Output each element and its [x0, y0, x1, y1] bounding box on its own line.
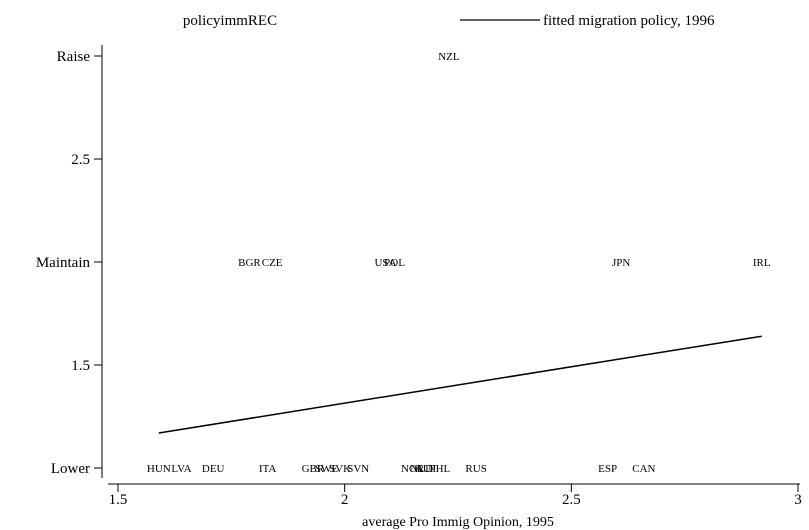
point-label-nld: NLD	[410, 463, 433, 475]
point-label-nor: NOR	[401, 463, 425, 475]
x-tick-label-3: 3	[794, 492, 802, 508]
point-label-svn: SVN	[347, 463, 369, 475]
point-label-nzl: NZL	[438, 51, 460, 63]
point-label-phl: PHL	[429, 463, 450, 475]
x-tick-label-2-5: 2.5	[562, 492, 581, 508]
point-label-rus: RUS	[465, 463, 486, 475]
fitted-line-layer	[158, 335, 762, 434]
y-tick-label-raise: Raise	[57, 49, 91, 65]
point-label-swe: SWE	[315, 463, 339, 475]
fitted-line	[158, 335, 762, 434]
point-label-irl: IRL	[753, 257, 771, 269]
x-tick-label-2: 2	[341, 492, 349, 508]
y-tick-label-1-5: 1.5	[71, 358, 90, 374]
axes: Lower 1.5 Maintain 2.5 Raise 1.5 2 2.5 3	[36, 45, 802, 508]
y-tick-label-lower: Lower	[51, 461, 90, 477]
y-tick-label-2-5: 2.5	[71, 152, 90, 168]
point-label-pol: POL	[384, 257, 405, 269]
point-label-jpn: JPN	[612, 257, 630, 269]
point-label-bgr: BGR	[238, 257, 261, 269]
point-label-cze: CZE	[262, 257, 283, 269]
point-label-aut: AUT	[415, 463, 438, 475]
point-label-can: CAN	[632, 463, 655, 475]
point-label-usa: USA	[374, 257, 396, 269]
legend-label-policyimmrec: policyimmREC	[183, 13, 277, 29]
point-label-hun: HUN	[147, 463, 171, 475]
point-label-ita: ITA	[259, 463, 277, 475]
y-tick-label-maintain: Maintain	[36, 255, 91, 271]
x-axis-title: average Pro Immig Opinion, 1995	[362, 515, 554, 530]
point-label-esp: ESP	[598, 463, 617, 475]
point-label-gbr: GBR	[302, 463, 325, 475]
x-tick-label-1-5: 1.5	[109, 492, 128, 508]
point-label-svk: SVK	[329, 463, 351, 475]
legend: policyimmREC fitted migration policy, 19…	[183, 13, 715, 29]
legend-label-fitted: fitted migration policy, 1996	[543, 13, 715, 29]
point-label-deu: DEU	[202, 463, 225, 475]
point-label-lva: LVA	[171, 463, 191, 475]
